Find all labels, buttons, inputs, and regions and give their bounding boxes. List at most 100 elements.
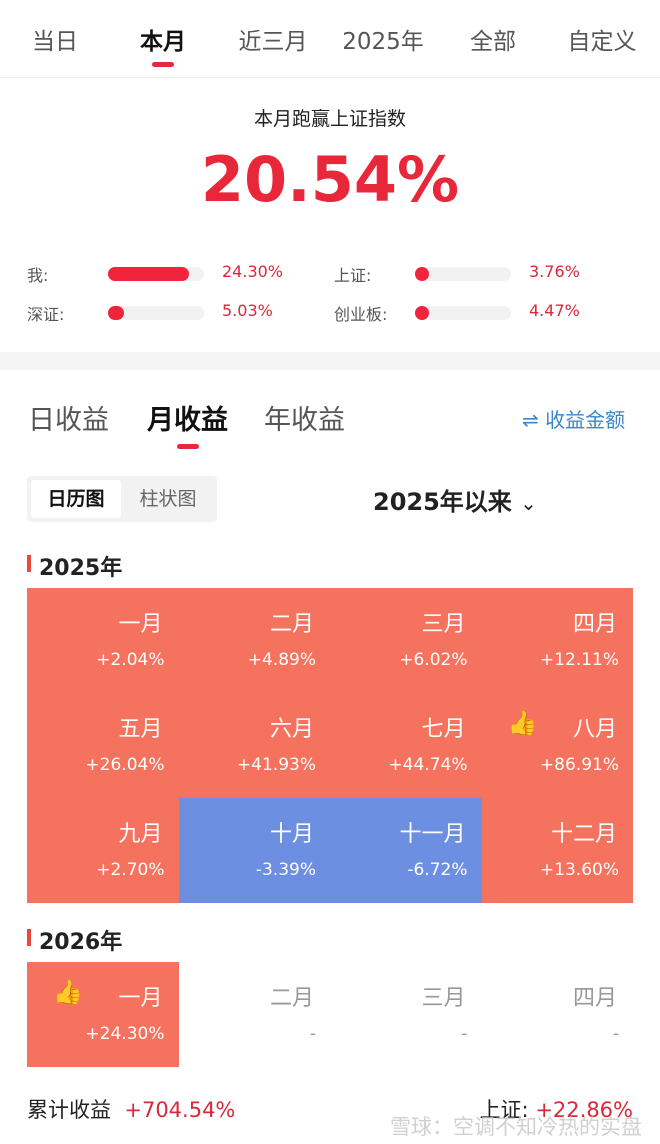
month-label: 九月 bbox=[118, 822, 163, 847]
month-return: +4.89% bbox=[247, 650, 316, 670]
month-label: 八月 bbox=[572, 717, 617, 742]
month-cell[interactable]: 二月 +4.89% bbox=[178, 588, 330, 693]
range-dropdown[interactable]: 2025年以来 ⌄ bbox=[373, 482, 537, 517]
index-return: 上证: +22.86% bbox=[480, 1094, 633, 1124]
compare-value: 24.30% bbox=[222, 262, 284, 281]
compare-bar bbox=[108, 267, 204, 281]
month-cell[interactable]: 十一月 -6.72% bbox=[330, 798, 482, 903]
month-return: - bbox=[309, 1024, 316, 1044]
month-label: 四月 bbox=[572, 986, 617, 1011]
month-cell[interactable]: 九月 +2.70% bbox=[27, 798, 179, 903]
view-toggle: 日历图 柱状图 bbox=[27, 476, 217, 522]
period-tabs: 当日 本月 近三月 2025年 全部 自定义 bbox=[0, 0, 660, 78]
month-return: +2.04% bbox=[96, 650, 165, 670]
month-cell[interactable]: 一月 +2.04% bbox=[27, 588, 179, 693]
total-label: 累计收益 bbox=[27, 1098, 111, 1122]
tab-label: 月收益 bbox=[147, 405, 228, 436]
compare-label: 上证: bbox=[334, 266, 372, 285]
month-return: - bbox=[612, 1024, 619, 1044]
month-label: 五月 bbox=[118, 717, 163, 742]
compare-label: 我: bbox=[27, 266, 49, 285]
total-return: 累计收益 +704.54% bbox=[27, 1094, 235, 1124]
compare-value: 3.76% bbox=[529, 262, 580, 281]
month-return: +12.11% bbox=[539, 650, 619, 670]
tab-all[interactable]: 全部 bbox=[470, 29, 516, 55]
month-cell[interactable]: 七月 +44.74% bbox=[330, 693, 482, 798]
month-calendar-grid: 一月 +2.04% 二月 +4.89% 三月 +6.02% 四月 +12.11% 五月 +26.0… bbox=[27, 588, 633, 903]
month-cell[interactable]: 二月 - bbox=[178, 962, 330, 1067]
month-label: 十月 bbox=[269, 822, 314, 847]
month-return: +41.93% bbox=[236, 755, 316, 775]
tab-daily-returns[interactable]: 日收益 bbox=[28, 405, 109, 436]
year-heading: 2026年 bbox=[27, 924, 122, 956]
bar-view-button[interactable]: 柱状图 bbox=[139, 488, 197, 510]
month-cell[interactable]: 五月 +26.04% bbox=[27, 693, 179, 798]
calendar-view-button[interactable]: 日历图 bbox=[31, 480, 121, 518]
month-cell[interactable]: 三月 +6.02% bbox=[330, 588, 482, 693]
month-label: 十一月 bbox=[399, 822, 466, 847]
month-label: 三月 bbox=[421, 612, 466, 637]
compare-value: 4.47% bbox=[529, 301, 580, 320]
month-cell[interactable]: 👍 八月 +86.91% bbox=[481, 693, 633, 798]
month-cell[interactable]: 三月 - bbox=[330, 962, 482, 1067]
section-divider bbox=[0, 352, 660, 370]
compare-label: 深证: bbox=[27, 305, 65, 324]
month-return: +86.91% bbox=[539, 755, 619, 775]
month-cell[interactable]: 四月 +12.11% bbox=[481, 588, 633, 693]
month-return: +26.04% bbox=[85, 755, 165, 775]
month-return: -6.72% bbox=[407, 860, 468, 880]
month-cell[interactable]: 十月 -3.39% bbox=[178, 798, 330, 903]
month-cell[interactable]: 👍 一月 +24.30% bbox=[27, 962, 179, 1067]
compare-bar bbox=[108, 306, 204, 320]
compare-bar-fill bbox=[415, 267, 429, 281]
tab-custom[interactable]: 自定义 bbox=[567, 29, 637, 55]
month-cell[interactable]: 十二月 +13.60% bbox=[481, 798, 633, 903]
tab-three-months[interactable]: 近三月 bbox=[238, 29, 308, 55]
active-underline bbox=[176, 444, 199, 449]
year-heading: 2025年 bbox=[27, 550, 122, 582]
compare-label: 创业板: bbox=[334, 305, 388, 324]
watermark: 雪球：空调不知冷热的实盘 bbox=[390, 1115, 642, 1139]
tab-yearly-returns[interactable]: 年收益 bbox=[264, 405, 345, 436]
tab-monthly-returns[interactable]: 月收益 bbox=[147, 398, 228, 449]
tab-this-month[interactable]: 本月 bbox=[140, 22, 186, 67]
compare-bar bbox=[415, 306, 511, 320]
total-value: +704.54% bbox=[124, 1098, 236, 1122]
compare-bar-fill bbox=[415, 306, 430, 320]
index-label: 上证: bbox=[479, 1098, 529, 1122]
month-return: +6.02% bbox=[399, 650, 468, 670]
month-label: 二月 bbox=[269, 612, 314, 637]
month-label: 二月 bbox=[269, 986, 314, 1011]
tab-label: 本月 bbox=[140, 29, 186, 55]
chevron-down-icon: ⌄ bbox=[520, 491, 537, 515]
index-value: +22.86% bbox=[535, 1098, 633, 1122]
compare-bar-fill bbox=[108, 267, 189, 281]
month-label: 三月 bbox=[421, 986, 466, 1011]
compare-value: 5.03% bbox=[222, 301, 273, 320]
month-cell[interactable]: 六月 +41.93% bbox=[178, 693, 330, 798]
month-return: +44.74% bbox=[388, 755, 468, 775]
active-underline bbox=[152, 62, 174, 67]
thumbs-up-icon: 👍 bbox=[53, 978, 83, 1006]
month-return: +24.30% bbox=[85, 1024, 165, 1044]
toggle-amount-button[interactable]: ⇌ 收益金额 bbox=[522, 408, 626, 432]
month-label: 六月 bbox=[269, 717, 314, 742]
range-label: 2025年以来 bbox=[373, 488, 512, 516]
month-cell[interactable]: 四月 - bbox=[481, 962, 633, 1067]
compare-bar-fill bbox=[108, 306, 125, 320]
compare-bar bbox=[415, 267, 511, 281]
tab-2025[interactable]: 2025年 bbox=[342, 29, 424, 55]
thumbs-up-icon: 👍 bbox=[507, 709, 538, 737]
tab-today[interactable]: 当日 bbox=[32, 29, 78, 55]
month-return: +13.60% bbox=[539, 860, 619, 880]
month-label: 一月 bbox=[118, 612, 163, 637]
month-label: 四月 bbox=[572, 612, 617, 637]
month-label: 十二月 bbox=[550, 822, 617, 847]
summary-title: 本月跑赢上证指数 bbox=[253, 108, 406, 130]
outperform-value: 20.54% bbox=[200, 143, 460, 216]
month-return: +2.70% bbox=[96, 860, 165, 880]
month-label: 七月 bbox=[421, 717, 466, 742]
month-calendar-grid: 👍 一月 +24.30% 二月 - 三月 - 四月 - bbox=[27, 962, 633, 1067]
month-return: - bbox=[461, 1024, 468, 1044]
month-label: 一月 bbox=[118, 986, 163, 1011]
